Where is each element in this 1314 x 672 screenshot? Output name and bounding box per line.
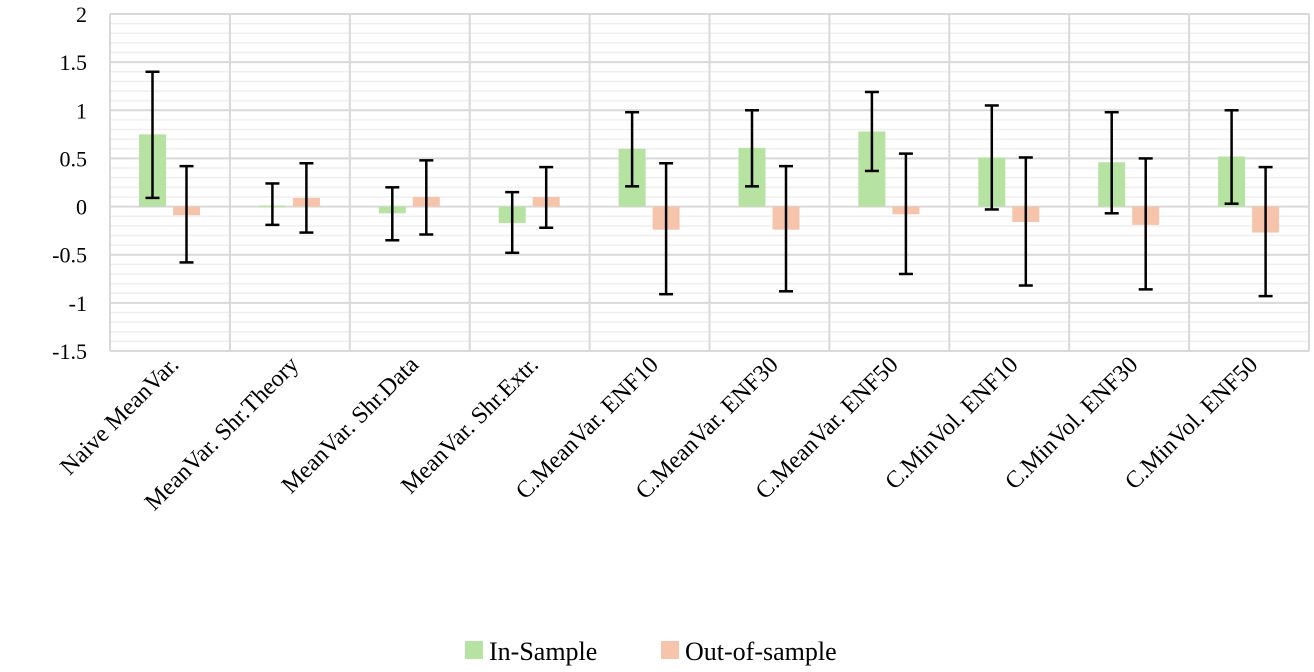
- y-tick-label: 2: [76, 2, 87, 27]
- category-dividers: [109, 14, 1310, 351]
- y-tick-label: -1: [69, 291, 87, 316]
- y-axis-ticks: -1.5 -1 -0.5 0 0.5 1 1.5 2: [52, 2, 87, 364]
- legend-label-in-sample: In-Sample: [489, 637, 597, 666]
- x-axis-ticks: Naive MeanVar.MeanVar. Shr.TheoryMeanVar…: [56, 352, 1264, 516]
- x-tick-label: C.MinVol. ENF50: [1120, 352, 1263, 495]
- legend-swatch-out-of-sample: [661, 641, 679, 659]
- legend-swatch-in-sample: [465, 641, 483, 659]
- y-tick-label: 1: [76, 98, 87, 123]
- y-tick-label: -1.5: [52, 339, 87, 364]
- x-tick-label: C.MinVol. ENF30: [1000, 352, 1143, 495]
- x-tick-label: C.MinVol. ENF10: [880, 352, 1023, 495]
- y-tick-label: 0: [76, 195, 87, 220]
- legend: In-Sample Out-of-sample: [465, 637, 837, 666]
- x-tick-label: Naive MeanVar.: [56, 352, 185, 481]
- error-bars: [145, 70, 1273, 298]
- y-tick-label: 1.5: [60, 50, 88, 75]
- y-tick-label: 0.5: [60, 146, 88, 171]
- legend-label-out-of-sample: Out-of-sample: [685, 637, 837, 666]
- y-tick-label: -0.5: [52, 243, 87, 268]
